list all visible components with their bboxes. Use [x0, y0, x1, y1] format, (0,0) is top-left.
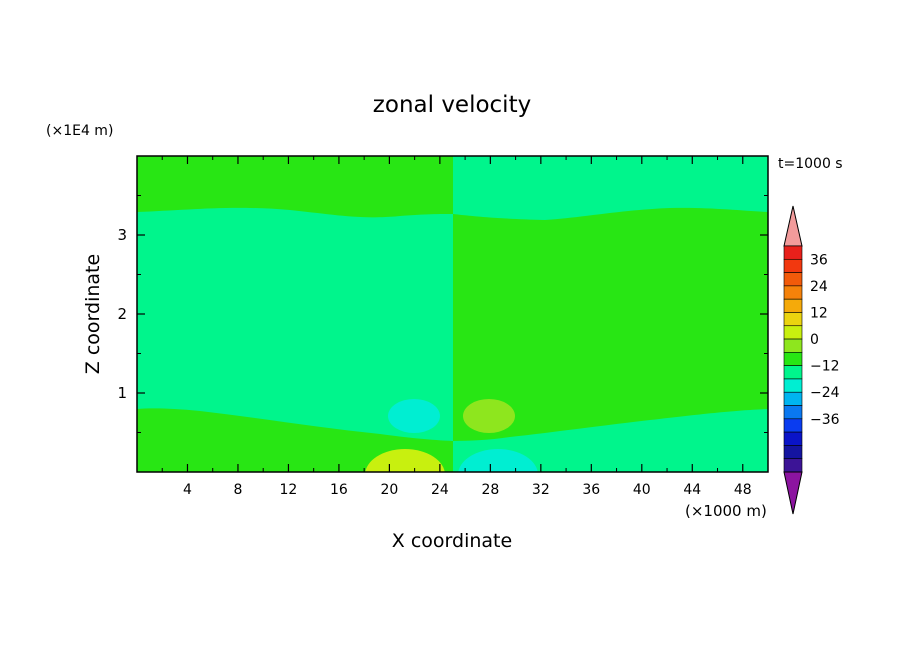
x-axis-label: X coordinate — [392, 530, 512, 552]
chart-title: zonal velocity — [373, 92, 531, 118]
colorbar: 36 24 12 0 −12 −24 −36 — [783, 205, 840, 515]
colorbar-label: 0 — [810, 332, 819, 348]
x-tick-label: 20 — [380, 482, 398, 498]
colorbar-swatch — [783, 272, 803, 287]
colorbar-swatch — [783, 405, 803, 420]
x-tick-label: 36 — [582, 482, 600, 498]
colorbar-label: −12 — [810, 359, 840, 375]
x-tick-label: 4 — [183, 482, 192, 498]
colorbar-swatch — [783, 391, 803, 406]
colorbar-swatch — [783, 338, 803, 353]
time-label: t=1000 s — [778, 156, 843, 172]
region-middle-left — [137, 207, 453, 441]
plot-field — [137, 156, 768, 472]
x-tick-label: 48 — [734, 482, 752, 498]
colorbar-swatch — [783, 298, 803, 313]
colorbar-swatch — [783, 431, 803, 446]
y-tick-label: 2 — [117, 305, 127, 323]
y-tick-label: 3 — [117, 226, 127, 244]
colorbar-extend-bottom — [783, 471, 803, 515]
colorbar-extend-top — [783, 205, 803, 247]
blob-yellow-left-bottom — [365, 449, 445, 472]
x-tick-label: 40 — [633, 482, 651, 498]
colorbar-swatch — [783, 378, 803, 393]
x-tick-label: 16 — [330, 482, 348, 498]
x-tick-label: 8 — [233, 482, 242, 498]
colorbar-label: 24 — [810, 279, 828, 295]
colorbar-label: 12 — [810, 305, 828, 321]
blob-cyan-right-bottom — [458, 449, 538, 472]
colorbar-swatch — [783, 245, 803, 260]
colorbar-swatch — [783, 365, 803, 380]
colorbar-swatch — [783, 445, 803, 460]
x-tick-label: 28 — [481, 482, 499, 498]
x-tick-label: 12 — [280, 482, 298, 498]
colorbar-swatch — [783, 325, 803, 340]
x-tick-label: 32 — [532, 482, 550, 498]
colorbar-label: 36 — [810, 252, 828, 268]
y-unit-label: (×1E4 m) — [46, 123, 113, 139]
y-axis-ticks: 1 2 3 — [117, 195, 768, 433]
colorbar-label: −24 — [810, 385, 840, 401]
colorbar-swatch — [783, 312, 803, 327]
y-axis-label: Z coordinate — [82, 254, 104, 374]
colorbar-label: −36 — [810, 412, 840, 428]
x-tick-label: 44 — [683, 482, 701, 498]
colorbar-swatch — [783, 418, 803, 433]
colorbar-swatch — [783, 458, 803, 473]
colorbar-swatch — [783, 258, 803, 273]
region-middle-right — [453, 207, 768, 441]
x-tick-label: 24 — [431, 482, 449, 498]
x-axis-ticks: 4 8 12 16 20 24 28 32 36 40 44 48 — [161, 156, 752, 498]
blob-cyan-left-mid — [388, 399, 440, 433]
colorbar-swatch — [783, 285, 803, 300]
blob-yellowgreen-right-mid — [463, 399, 515, 433]
y-tick-label: 1 — [117, 384, 127, 402]
colorbar-swatch — [783, 352, 803, 366]
x-unit-label: (×1000 m) — [685, 502, 767, 520]
